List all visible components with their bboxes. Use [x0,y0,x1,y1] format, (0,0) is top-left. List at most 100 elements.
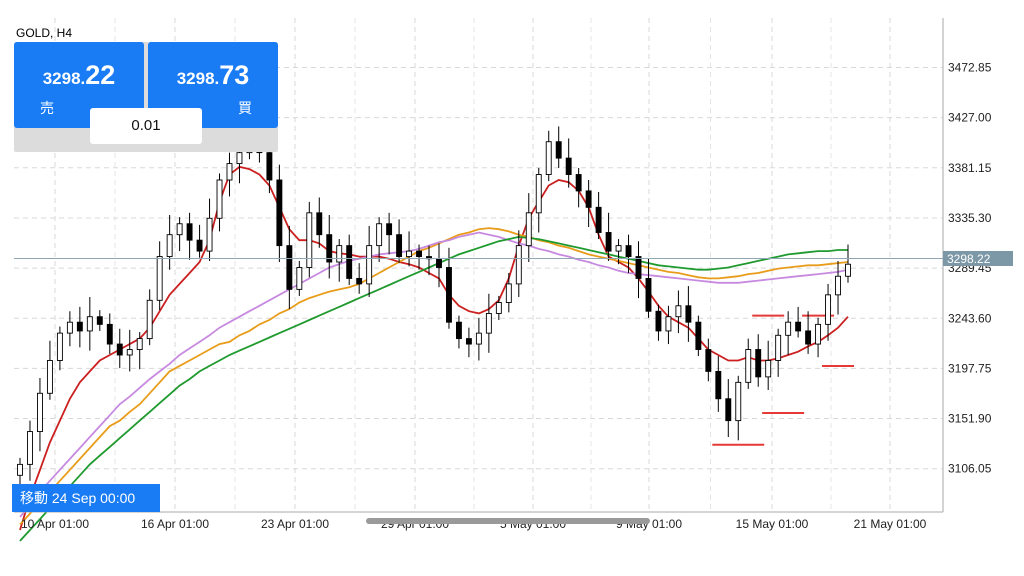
candle-body [76,321,83,332]
candlestick [386,212,393,255]
candlestick [356,263,363,294]
lot-size-input[interactable]: 0.01 [90,108,202,144]
candlestick [426,245,432,276]
candle-body [765,360,772,378]
sell-price-suffix: 22 [85,60,116,90]
candle-body [655,310,662,332]
candle-body [575,174,582,192]
candle-body [396,234,403,258]
price-tick-label: 3106.05 [948,462,992,476]
chart-scrollbar[interactable] [366,518,650,524]
candlestick [815,317,822,358]
buy-price: 3298.73 [148,60,278,91]
candle-body [46,360,53,394]
time-tick-label: 21 May 01:00 [854,517,927,531]
price-axis-bg [943,0,1024,576]
candle-body [286,245,293,290]
sell-label: 売 [40,100,54,116]
time-tick-label: 15 May 01:00 [736,517,809,531]
time-tick-label: 10 Apr 01:00 [21,517,89,531]
candle-body [455,321,462,340]
candlestick [745,338,752,389]
candle-body [535,174,542,214]
candle-body [475,332,482,345]
moving-average-line [19,227,849,526]
candle-body [386,223,393,236]
candle-body [785,321,792,336]
candle-body [685,305,692,323]
candle-body [176,223,183,236]
candle-body [376,223,383,247]
candle-body [705,349,712,372]
goto-date-button[interactable]: 移動 24 Sep 00:00 [12,484,160,512]
candlestick [795,306,802,338]
candle-body [276,179,283,247]
candlestick [485,293,492,353]
current-price-label: 3298.22 [947,252,991,266]
candle-body [805,330,812,345]
candlestick [216,173,223,232]
candlestick [346,234,353,285]
candlestick [645,258,652,318]
candlestick [96,310,103,331]
candle-body [136,338,143,350]
candle-body [665,316,672,332]
candle-body [715,370,722,400]
candlestick [186,212,193,260]
candle-body [236,152,243,165]
candlestick [106,313,113,354]
candle-body [695,321,702,350]
sell-price: 3298.22 [14,60,144,91]
candle-body [27,431,33,465]
candle-body [645,277,652,312]
price-tick-label: 3151.90 [948,412,992,426]
moving-average-line [19,165,849,531]
candle-body [735,381,742,422]
candlestick [366,225,373,298]
candle-body [485,312,492,334]
price-axis: 3472.853427.003381.153335.303289.453243.… [948,61,992,476]
candlestick [406,231,413,267]
candle-body [346,245,353,279]
one-click-trade-panel: 3298.22 売 3298.73 買 0.01 [14,42,278,152]
candlestick [455,315,462,349]
candlestick [226,152,233,197]
price-tick-label: 3197.75 [948,361,992,375]
moving-average-line [19,235,848,542]
price-tick-label: 3472.85 [948,61,992,75]
candlestick [495,295,502,321]
candlestick [176,217,183,252]
candle-body [515,245,522,285]
candlestick [535,167,542,233]
price-tick-label: 3427.00 [948,111,992,125]
candlestick [76,306,83,348]
candlestick [306,201,313,278]
symbol-label: GOLD, H4 [16,26,73,40]
candlestick [845,244,851,283]
sell-price-prefix: 3298. [42,69,86,88]
candle-body [37,392,43,433]
candle-body [545,141,552,175]
candle-body [595,206,602,233]
price-tick-label: 3381.15 [948,161,992,175]
candle-body [555,141,562,159]
candlestick [56,326,63,371]
candle-body [326,234,333,263]
candlestick [715,356,722,412]
candle-body [266,152,273,181]
candlestick [206,198,213,261]
candlestick [575,167,582,208]
candle-body [56,332,63,361]
candlestick [475,317,482,361]
current-price-box [943,251,1013,267]
candle-body [146,299,153,340]
candle-body [436,258,442,268]
time-tick-label: 16 Apr 01:00 [141,517,209,531]
candlestick [765,340,772,391]
candlestick [326,214,333,279]
candlestick [196,224,203,258]
candlestick [296,260,303,296]
buy-price-suffix: 73 [219,60,250,90]
candle-body [835,275,841,296]
